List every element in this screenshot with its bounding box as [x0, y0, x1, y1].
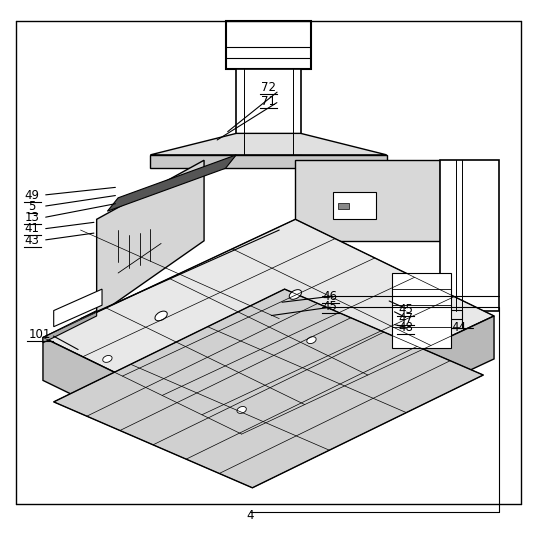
Polygon shape [54, 289, 483, 488]
Text: 71: 71 [261, 94, 276, 108]
Ellipse shape [307, 337, 316, 343]
Polygon shape [392, 273, 451, 348]
Polygon shape [43, 337, 242, 477]
Text: 101: 101 [29, 328, 52, 341]
Polygon shape [226, 21, 311, 69]
Text: 45: 45 [398, 303, 413, 316]
Text: 48: 48 [398, 321, 413, 334]
Polygon shape [295, 160, 440, 241]
Polygon shape [150, 133, 387, 155]
Polygon shape [242, 316, 494, 477]
Ellipse shape [289, 289, 301, 299]
Text: 45: 45 [323, 300, 338, 313]
Polygon shape [440, 160, 499, 311]
Polygon shape [97, 160, 204, 316]
Polygon shape [107, 155, 236, 211]
Polygon shape [54, 289, 102, 327]
Text: 44: 44 [452, 321, 467, 334]
Ellipse shape [237, 406, 246, 413]
Text: 41: 41 [25, 222, 40, 235]
Polygon shape [338, 203, 349, 209]
Polygon shape [333, 192, 376, 219]
Polygon shape [43, 311, 97, 343]
Text: 43: 43 [25, 234, 40, 247]
Text: 46: 46 [323, 289, 338, 302]
Ellipse shape [103, 355, 112, 363]
Polygon shape [150, 155, 387, 168]
Polygon shape [43, 219, 494, 434]
Text: 5: 5 [28, 200, 36, 213]
Text: 47: 47 [398, 312, 413, 325]
Ellipse shape [155, 311, 167, 321]
Text: 72: 72 [261, 81, 276, 94]
Text: 49: 49 [25, 188, 40, 201]
Text: 13: 13 [25, 211, 40, 224]
Text: 4: 4 [246, 509, 253, 522]
Polygon shape [236, 69, 301, 155]
